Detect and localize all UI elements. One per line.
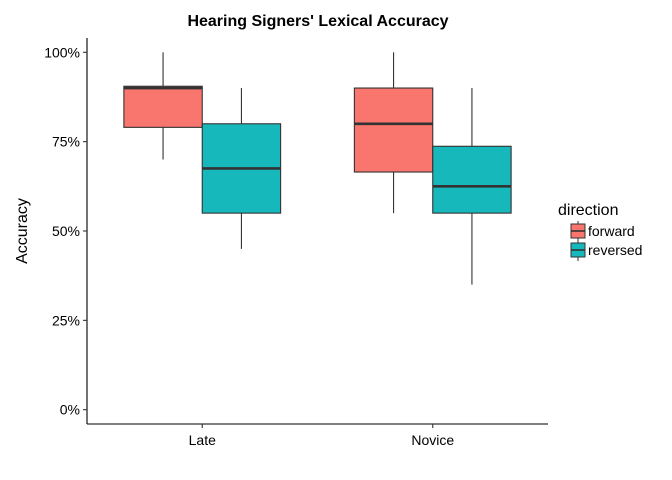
box-reversed-novice	[432, 88, 512, 285]
y-tick-label: 25%	[52, 312, 80, 328]
y-axis-label: Accuracy	[14, 198, 31, 264]
legend-item-forward: forward	[570, 221, 635, 242]
box-rect	[432, 145, 512, 214]
y-tick-label: 50%	[52, 223, 80, 239]
x-tick-label: Novice	[411, 432, 454, 448]
x-axis: Late Novice	[87, 423, 548, 448]
legend-item-reversed: reversed	[570, 240, 642, 261]
legend-title: direction	[558, 202, 618, 219]
chart-title: Hearing Signers' Lexical Accuracy	[187, 13, 448, 30]
plot-area	[123, 52, 512, 285]
box-reversed-late	[201, 88, 282, 249]
legend-label: forward	[588, 223, 635, 239]
x-tick-label: Late	[189, 432, 216, 448]
box-forward-novice	[353, 52, 434, 214]
y-tick-label: 75%	[52, 134, 80, 150]
box-rect	[353, 87, 434, 173]
y-axis: 0% 25% 50% 75% 100%	[44, 38, 88, 424]
legend-label: reversed	[588, 242, 642, 258]
legend-items: forward reversed	[570, 221, 642, 261]
legend: direction forward reversed	[558, 202, 642, 261]
y-tick-label: 100%	[44, 44, 80, 60]
box-forward-late	[123, 52, 203, 160]
y-tick-label: 0%	[60, 402, 80, 418]
box-rect	[123, 85, 203, 128]
